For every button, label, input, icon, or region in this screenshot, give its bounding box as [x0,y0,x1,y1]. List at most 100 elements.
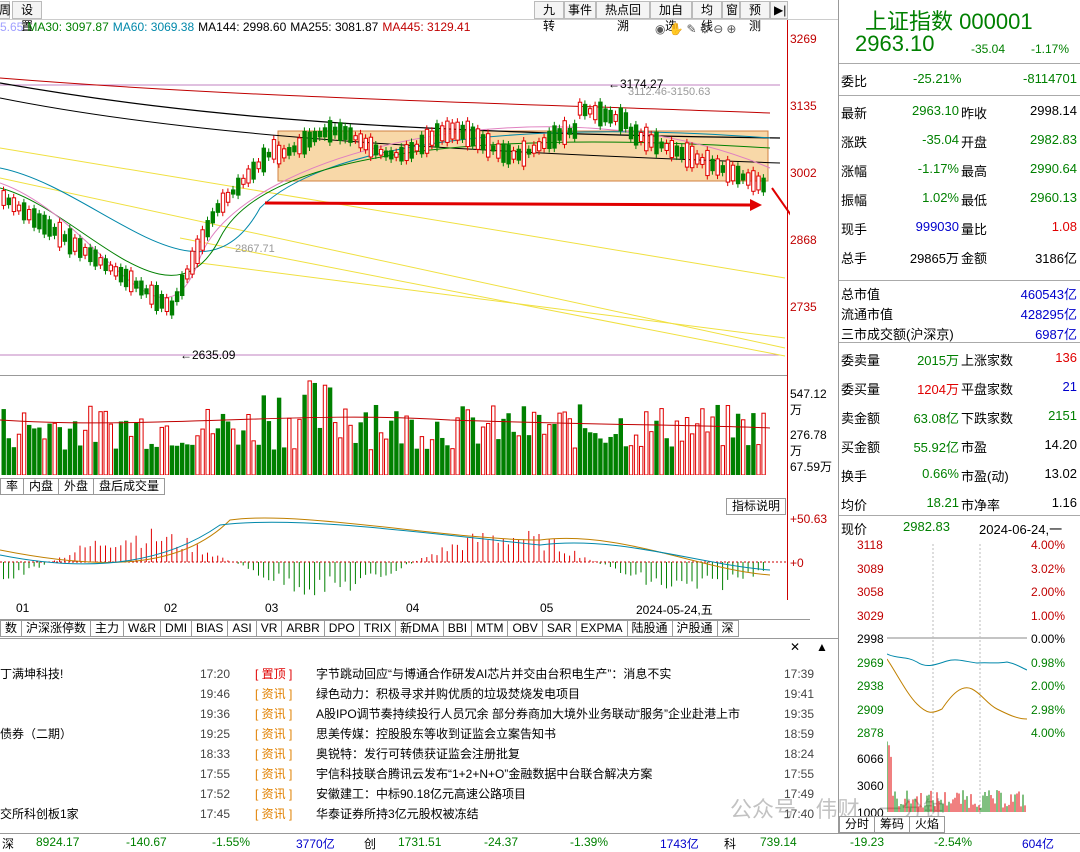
candle-body [11,197,17,213]
indicator-tab[interactable]: VR [255,620,283,637]
indicator-tab[interactable]: 深 [716,620,739,637]
volume-bar [725,405,731,475]
eye-icon[interactable]: ◉ [655,22,669,36]
indicator-tab[interactable]: ARBR [281,620,325,637]
indicator-tab[interactable]: BIAS [191,620,229,637]
period-tab-partial[interactable]: 周 [0,1,12,19]
indicator-tab[interactable]: 沪股通 [671,620,718,637]
news-tag: [ 资讯 ] [255,687,293,701]
news-time-right: 19:41 [784,687,815,701]
jiuzhuan-button[interactable]: 九转 [534,1,564,33]
indicator-tab[interactable]: BBI [442,620,473,637]
volume-bar [577,404,583,475]
volume-bar [154,446,159,475]
collapse-icon[interactable]: ▶| [770,1,788,19]
indicator-tab[interactable]: MTM [471,620,509,637]
forecast-button[interactable]: 预测 [740,1,770,33]
indicator-tab[interactable]: 主力 [90,620,125,637]
close-icon[interactable]: ✕ [790,640,801,654]
candlestick-chart[interactable]: ←2635.09 ←3174.27 3112.46-3150.63 2867.7… [0,38,790,363]
intraday-price-tick: 2969 [857,655,884,670]
volume-bar [139,418,144,475]
news-item[interactable]: 丁满坤科技! 17:20 [ 置顶 ] 字节跳动回应“与博通合作研发AI芯片并交由台积… [0,664,838,684]
indicator-tab[interactable]: 新DMA [395,620,444,637]
news-title[interactable]: 华泰证券所持3亿元股权被冻结 [316,807,479,821]
window-button[interactable]: 窗 [722,1,740,19]
news-title[interactable]: 思美传媒：控股股东等收到证监会立案告知书 [316,727,557,741]
macd-chart[interactable] [0,500,787,600]
candle-body [690,145,695,169]
news-item[interactable]: 17:52 [ 资讯 ] 安徽建工：中标90.18亿元高速公路项目 17:49 [0,784,838,804]
draw-icon[interactable]: ✎ [686,22,700,36]
volume-bar [276,397,282,475]
indicator-tab[interactable]: ASI [227,620,257,637]
tab-rate[interactable]: 率 [0,478,25,495]
volume-bar [312,382,318,475]
indicator-tab[interactable]: DMI [160,620,193,637]
indicator-explain-button[interactable]: 指标说明 [726,498,787,515]
settings-icon[interactable]: ⚙ [699,22,714,36]
chevron-up-icon[interactable]: ▲ [816,640,828,654]
tab-chips[interactable]: 筹码 [874,816,911,833]
news-time-right: 17:49 [784,787,815,801]
event-button[interactable]: 事件 [564,1,596,19]
volume-bars [1,380,766,475]
intraday-price-tick: 3058 [857,585,884,599]
add-watchlist-button[interactable]: 加自选 [650,1,692,33]
hot-review-button[interactable]: 热点回溯 [596,1,650,33]
price-change: -35.04 [971,42,1006,56]
volume-bar [261,395,267,475]
volume-bar [343,408,348,475]
candle-body [215,203,221,213]
indicator-tab[interactable]: 数 [0,620,23,637]
candle-body [307,131,312,148]
cy-value: 1731.51 [398,835,442,849]
news-title[interactable]: 绿色动力：积极寻求并购优质的垃圾焚烧发电项目 [316,687,581,701]
tab-flame[interactable]: 火焰 [909,816,946,833]
tab-after-hours[interactable]: 盘后成交量 [93,478,166,495]
chart-tools: ◉✋✎⚙⊖⊕ [655,22,739,36]
indicator-tab[interactable]: SAR [541,620,577,637]
news-title[interactable]: 奥锐特：发行可转债获证监会注册批复 [316,747,521,761]
ma-button[interactable]: 均线 [692,1,722,33]
indicator-tab[interactable]: 陆股通 [626,620,673,637]
indicator-tab[interactable]: TRIX [358,620,397,637]
news-tag: [ 资讯 ] [255,727,293,741]
news-title[interactable]: 宇信科技联合腾讯云发布“1+2+N+O”金融数据中台联合解决方案 [316,767,653,781]
intraday-chart[interactable]: 3118 3089 3058 3029 2998 2969 2938 2909 2878 6066… [838,538,1080,833]
indicator-tab[interactable]: DPO [323,620,360,637]
news-item[interactable]: 17:55 [ 资讯 ] 宇信科技联合腾讯云发布“1+2+N+O”金融数据中台联合解… [0,764,838,784]
tab-inner[interactable]: 内盘 [23,478,60,495]
intraday-volume-tick: 3060 [857,779,884,793]
volume-chart[interactable] [0,380,787,475]
zoom-in-icon[interactable]: ⊕ [726,22,740,36]
candle-body [256,161,261,170]
indicator-tab[interactable]: W&R [123,620,162,637]
settings-button[interactable]: 设置 [12,1,42,33]
weibi-row: 委比 -25.21% -8114701 [841,71,1077,89]
zoom-out-icon[interactable]: ⊖ [713,22,727,36]
volume-bar [42,438,47,475]
news-item[interactable]: 交所科创板1家 17:45 [ 资讯 ] 华泰证券所持3亿元股权被冻结 17:40 [0,804,838,824]
news-title[interactable]: 安徽建工：中标90.18亿元高速公路项目 [316,787,527,801]
volume-bar [37,427,42,475]
news-item[interactable]: 债券（二期） 19:25 [ 资讯 ] 思美传媒：控股股东等收到证监会立案告知书 18:… [0,724,838,744]
news-item[interactable]: 19:46 [ 资讯 ] 绿色动力：积极寻求并购优质的垃圾焚烧发电项目 19:41 [0,684,838,704]
candle-body [113,266,119,277]
news-title[interactable]: A股IPO调节奏持续投行人员冗余 部分券商加大境外业务联动“服务”企业赴港上市 [316,707,741,721]
indicator-tab[interactable]: 沪深涨停数 [21,620,92,637]
news-item[interactable]: 19:36 [ 资讯 ] A股IPO调节奏持续投行人员冗余 部分券商加大境外业务联动… [0,704,838,724]
news-item[interactable]: 18:33 [ 资讯 ] 奥锐特：发行可转债获证监会注册批复 18:24 [0,744,838,764]
volume-bar [297,418,302,475]
indicator-tab[interactable]: EXPMA [575,620,628,637]
indicator-tab[interactable]: OBV [507,620,543,637]
tab-timeshare[interactable]: 分时 [839,816,876,833]
candle-body [654,131,659,155]
news-title[interactable]: 字节跳动回应“与博通合作研发AI芯片并交由台积电生产”：消息不实 [316,667,672,681]
volume-bar [684,417,690,475]
quote-value: 3186亿 [1035,251,1077,266]
tab-outer[interactable]: 外盘 [58,478,95,495]
volume-bar [628,445,634,475]
hand-icon[interactable]: ✋ [668,22,687,36]
candle-body [169,300,175,316]
